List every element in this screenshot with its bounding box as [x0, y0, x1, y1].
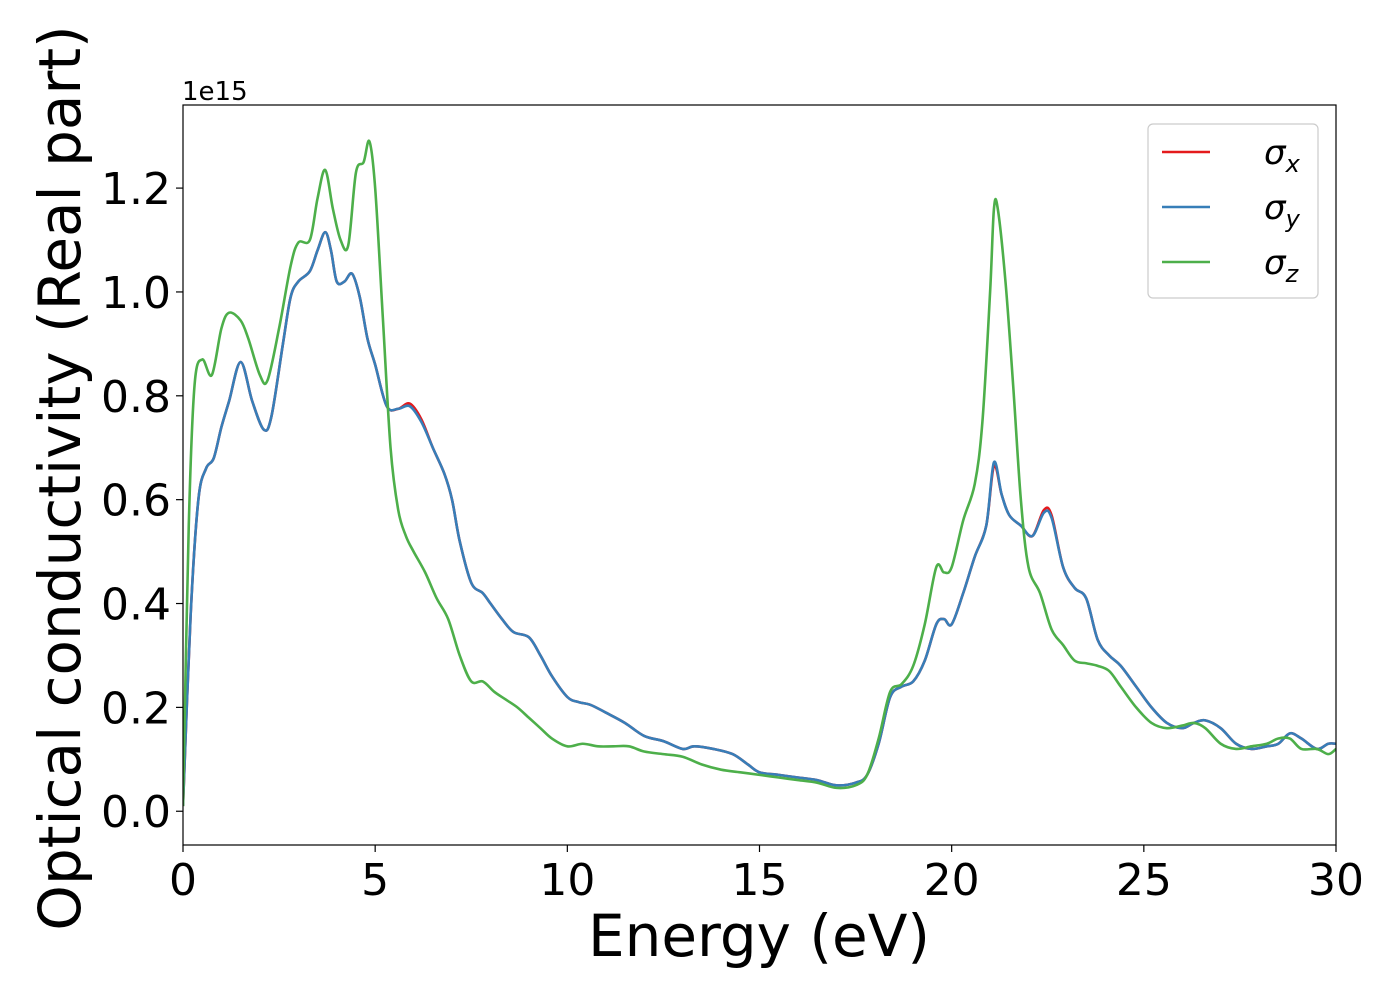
x-axis-ticks: 0 5 10 15 20 25 30	[169, 845, 1364, 906]
series-layer	[183, 139, 1336, 807]
x-tick-label: 5	[361, 855, 389, 906]
series-line-y	[183, 230, 1336, 807]
x-tick-label: 30	[1308, 855, 1364, 906]
plot-background	[183, 105, 1336, 845]
x-tick-label: 25	[1116, 855, 1172, 906]
y-tick-label: 0.8	[101, 372, 171, 423]
y-tick-label: 0.2	[101, 683, 171, 734]
y-tick-label: 0.6	[101, 476, 171, 527]
y-tick-label: 1.2	[101, 164, 171, 215]
y-axis-ticks: 0.0 0.2 0.4 0.6 0.8 1.0 1.2	[101, 164, 183, 838]
offset-text: 1e15	[182, 77, 248, 107]
y-tick-label: 0.4	[101, 580, 171, 631]
x-tick-label: 20	[924, 855, 980, 906]
x-tick-label: 15	[732, 855, 788, 906]
x-axis-label: Energy (eV)	[588, 902, 930, 970]
y-tick-label: 1.0	[101, 268, 171, 319]
x-tick-label: 0	[169, 855, 197, 906]
legend-box	[1147, 123, 1319, 299]
series-line-z	[183, 139, 1336, 807]
y-tick-label: 0.0	[101, 787, 171, 838]
y-axis-label: Optical conductivity (Real part)	[26, 25, 94, 930]
x-tick-label: 10	[539, 855, 595, 906]
